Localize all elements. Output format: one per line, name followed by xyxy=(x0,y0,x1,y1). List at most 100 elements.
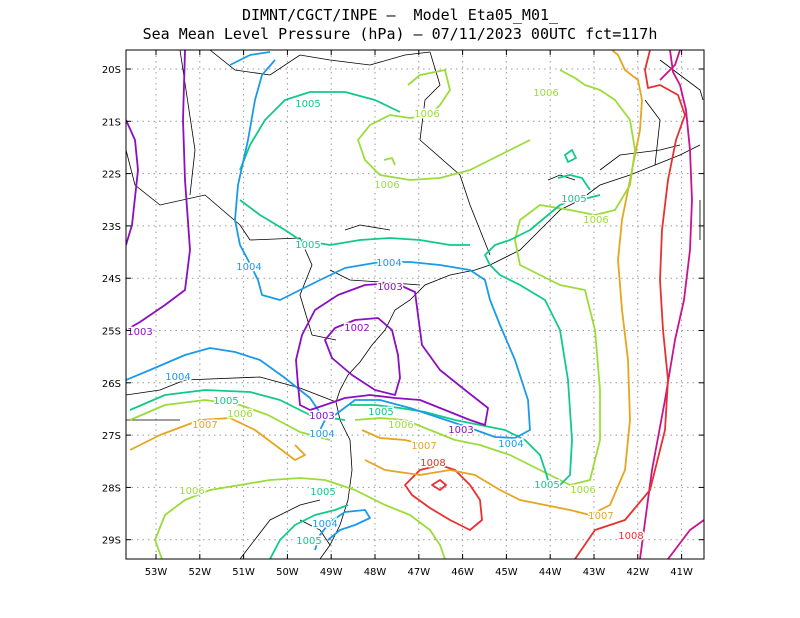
isobar-1006 xyxy=(354,69,636,486)
isobar-label: 1008 xyxy=(420,458,445,469)
isobar-1004 xyxy=(229,51,271,66)
isobar-label: 1005 xyxy=(534,480,559,491)
isobar-1009 xyxy=(659,50,681,81)
isobar-1009 xyxy=(639,50,693,559)
isobar-label: 1006 xyxy=(533,88,558,99)
isobar-1005 xyxy=(239,91,401,171)
lat-tick-label: 24S xyxy=(102,274,121,285)
lat-tick-label: 21S xyxy=(102,117,121,128)
coastline-borders xyxy=(126,50,704,559)
isobar-label: 1007 xyxy=(192,420,217,431)
isobar-label: 1006 xyxy=(374,180,399,191)
isobar-1006 xyxy=(129,399,331,441)
isobar-label: 1007 xyxy=(588,511,613,522)
border-line xyxy=(311,334,337,341)
border-line xyxy=(644,99,661,166)
isobar-label: 1006 xyxy=(179,486,204,497)
isobar-label: 1005 xyxy=(310,487,335,498)
isobar-label: 1006 xyxy=(388,420,413,431)
isobar-label: 1004 xyxy=(165,372,190,383)
lat-tick-label: 26S xyxy=(102,379,121,390)
lat-tick-label: 22S xyxy=(102,170,121,181)
map-title-line1: DIMNT/CGCT/INPE – Model Eta05_M01_ xyxy=(241,6,559,24)
isobar-label: 1005 xyxy=(368,407,393,418)
axis-ticks: 20S 21S 22S 23S 24S 25S 26S 27S 28S 29S 53W 52W 51W 5… xyxy=(102,50,704,578)
isobar-1009 xyxy=(667,519,704,559)
lon-tick-label: 50W xyxy=(276,567,299,578)
isobar-label: 1004 xyxy=(309,429,334,440)
isobar-label: 1005 xyxy=(296,536,321,547)
border-line xyxy=(126,149,251,241)
lat-tick-label: 25S xyxy=(102,327,121,338)
isobar-label: 1006 xyxy=(583,215,608,226)
isobar-label: 1003 xyxy=(127,327,152,338)
isobar-label: 1005 xyxy=(295,99,320,110)
lon-tick-label: 45W xyxy=(495,567,518,578)
isobar-label: 1004 xyxy=(498,439,523,450)
isobar-1008 xyxy=(431,479,447,491)
isobar-label: 1004 xyxy=(312,519,337,530)
lon-tick-label: 52W xyxy=(188,567,211,578)
lon-tick-label: 41W xyxy=(670,567,693,578)
isobar-1005 xyxy=(557,174,591,191)
lon-tick-label: 48W xyxy=(364,567,387,578)
border-line xyxy=(249,237,313,336)
isobar-1005 xyxy=(564,149,577,163)
isobar-1005 xyxy=(269,504,349,559)
isobar-label: 1004 xyxy=(236,262,261,273)
isobar-1007 xyxy=(129,417,306,461)
isobar-label: 1006 xyxy=(414,109,439,120)
map-gridlines xyxy=(126,50,704,559)
border-line xyxy=(659,59,704,101)
isobar-1003 xyxy=(295,282,489,426)
isobar-label: 1003 xyxy=(448,425,473,436)
isobar-1006 xyxy=(154,477,446,559)
lon-tick-label: 53W xyxy=(145,567,168,578)
isobar-1004 xyxy=(234,59,531,439)
isobar-label: 1006 xyxy=(227,409,252,420)
lat-tick-label: 27S xyxy=(102,431,121,442)
coastline xyxy=(489,144,701,266)
border-line xyxy=(299,519,331,546)
map-title-line2: Sea Mean Level Pressure (hPa) – 07/11/20… xyxy=(142,25,658,43)
border-line xyxy=(209,50,431,76)
border-line xyxy=(344,224,391,231)
isobar-1006 xyxy=(357,69,531,181)
lat-tick-label: 29S xyxy=(102,536,121,547)
isobar-1008 xyxy=(404,464,483,531)
isobar-lines xyxy=(126,50,704,559)
isobar-label: 1005 xyxy=(213,396,238,407)
isobar-label: 1005 xyxy=(295,240,320,251)
border-line xyxy=(126,376,337,403)
coastline xyxy=(547,174,576,181)
isobar-1003 xyxy=(126,119,139,246)
isobar-1002 xyxy=(324,317,401,396)
isobar-1004 xyxy=(314,509,371,551)
isobar-label: 1006 xyxy=(570,485,595,496)
border-line xyxy=(419,139,491,256)
isobar-label: 1008 xyxy=(618,531,643,542)
isobar-1007 xyxy=(364,50,643,516)
isobar-label: 1004 xyxy=(376,258,401,269)
lon-tick-label: 47W xyxy=(407,567,430,578)
isobar-1008 xyxy=(574,50,686,559)
isobar-1005 xyxy=(129,389,346,421)
isobar-1007 xyxy=(361,429,426,446)
isobar-1006 xyxy=(383,157,396,166)
map-frame xyxy=(125,49,705,560)
isobar-1005 xyxy=(350,194,601,486)
isobar-1005 xyxy=(239,199,470,246)
lat-tick-label: 28S xyxy=(102,483,121,494)
border-line xyxy=(599,144,681,171)
lon-tick-label: 51W xyxy=(232,567,255,578)
lon-tick-label: 46W xyxy=(451,567,474,578)
isobar-labels: 1002 1003 1003 1003 1003 1004 1004 1004 1004 1004… xyxy=(126,87,645,549)
isobar-label: 1007 xyxy=(411,441,436,452)
isobar-label: 1002 xyxy=(344,323,369,334)
border-line xyxy=(179,50,196,196)
isobar-label: 1003 xyxy=(377,282,402,293)
isobar-1003 xyxy=(126,50,191,331)
lon-tick-label: 44W xyxy=(539,567,562,578)
border-line xyxy=(329,269,421,286)
